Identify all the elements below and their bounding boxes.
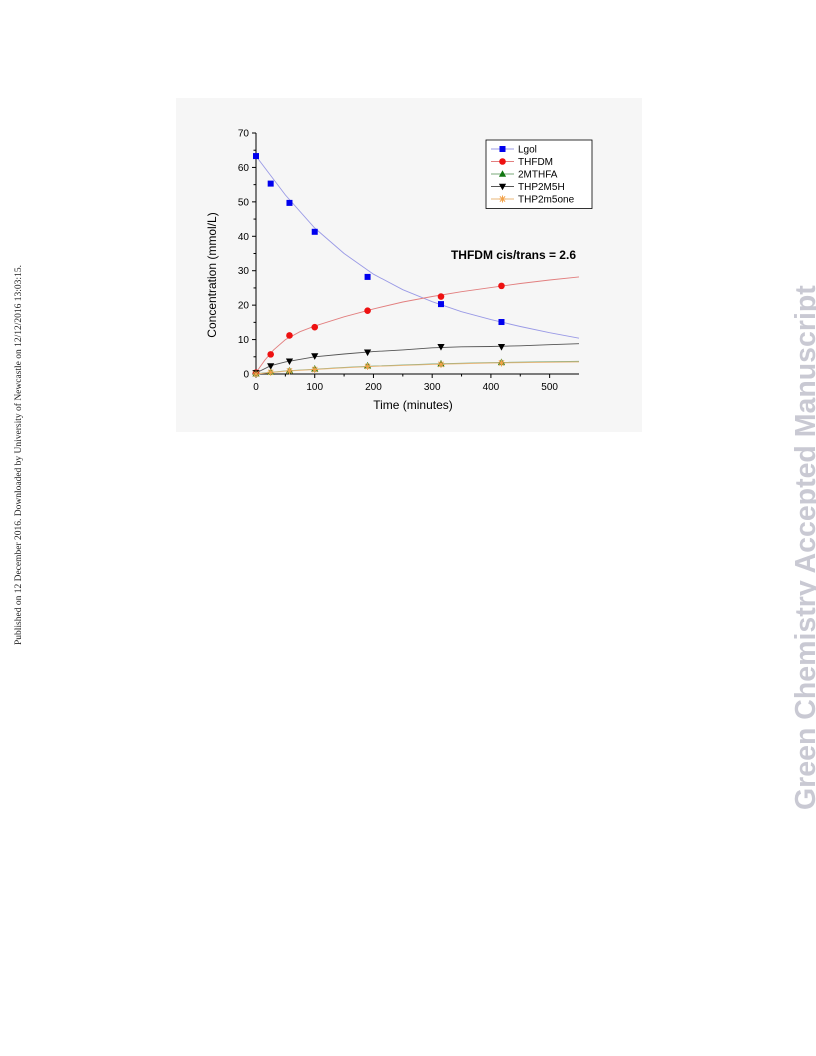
data-point-thp2m5one — [311, 366, 319, 374]
data-point-thp2m5h — [285, 358, 294, 366]
legend-label: THFDM — [518, 157, 553, 168]
accepted-manuscript-watermark: Green Chemistry Accepted Manuscript — [790, 285, 816, 810]
y-tick-label: 20 — [238, 301, 250, 312]
legend-label: THP2M5H — [518, 182, 565, 193]
data-point-lgol — [498, 319, 505, 326]
data-point-lgol — [267, 180, 274, 187]
data-point-thp2m5one — [252, 370, 260, 378]
data-point-thp2m5h — [437, 344, 445, 351]
data-point-lgol — [437, 301, 444, 308]
legend-label: THP2m5one — [518, 195, 575, 206]
y-tick-label: 0 — [243, 370, 249, 381]
data-point-thp2m5one — [267, 368, 275, 376]
x-tick-label: 500 — [541, 382, 558, 393]
x-tick-label: 0 — [253, 382, 259, 393]
fit-line-thfdm — [255, 276, 580, 373]
x-tick-label: 200 — [365, 382, 382, 393]
data-point-thp2m5h — [267, 363, 275, 370]
y-tick-label: 60 — [238, 163, 250, 174]
data-point-lgol — [253, 153, 259, 160]
data-point-thp2m5one — [437, 360, 445, 368]
data-point-lgol — [364, 273, 371, 280]
data-point-thp2m5one — [285, 367, 293, 375]
fit-line-thp2m5h — [255, 343, 580, 374]
y-tick-label: 10 — [238, 335, 250, 346]
data-point-thfdm — [437, 293, 445, 300]
fit-line-thp2m5one — [255, 361, 580, 375]
legend-marker — [499, 158, 506, 165]
data-point-thfdm — [286, 332, 293, 339]
y-tick-label: 50 — [238, 197, 250, 208]
y-tick-label: 40 — [238, 232, 250, 243]
data-point-lgol — [286, 199, 293, 206]
data-point-thp2m5h — [363, 349, 372, 357]
fit-line-2mthfa — [255, 360, 580, 375]
legend-label: 2MTHFA — [518, 170, 558, 181]
data-point-thfdm — [498, 282, 505, 290]
data-point-thp2m5one — [364, 362, 372, 370]
data-point-thfdm — [311, 323, 319, 331]
x-tick-label: 100 — [306, 382, 323, 393]
data-point-thp2m5h — [311, 353, 319, 360]
legend-label: Lgol — [518, 145, 537, 156]
data-point-thfdm — [267, 351, 274, 358]
legend-marker — [499, 146, 506, 152]
data-point-thfdm — [364, 307, 371, 314]
chart-axes: 0 100 200 300 400 500 0 10 20 30 40 50 60 70 — [238, 129, 579, 393]
data-markers — [252, 153, 506, 378]
data-point-thp2m5one — [497, 359, 505, 367]
legend-marker — [499, 195, 506, 203]
x-tick-label: 300 — [424, 382, 441, 393]
cis-trans-ratio-annotation: THFDM cis/trans = 2.6 — [451, 248, 576, 262]
fit-line-lgol — [255, 155, 580, 339]
y-tick-label: 70 — [238, 129, 250, 140]
legend-marker — [498, 170, 507, 177]
x-axis-label: Time (minutes) — [373, 398, 453, 412]
x-tick-label: 400 — [483, 382, 500, 393]
data-point-thp2m5h — [497, 344, 506, 351]
y-tick-label: 30 — [238, 266, 250, 277]
data-point-lgol — [311, 228, 318, 235]
y-axis-label: Concentration (mmol/L) — [205, 212, 219, 337]
publication-note: Published on 12 December 2016. Downloade… — [14, 265, 24, 645]
legend-marker — [498, 183, 507, 191]
